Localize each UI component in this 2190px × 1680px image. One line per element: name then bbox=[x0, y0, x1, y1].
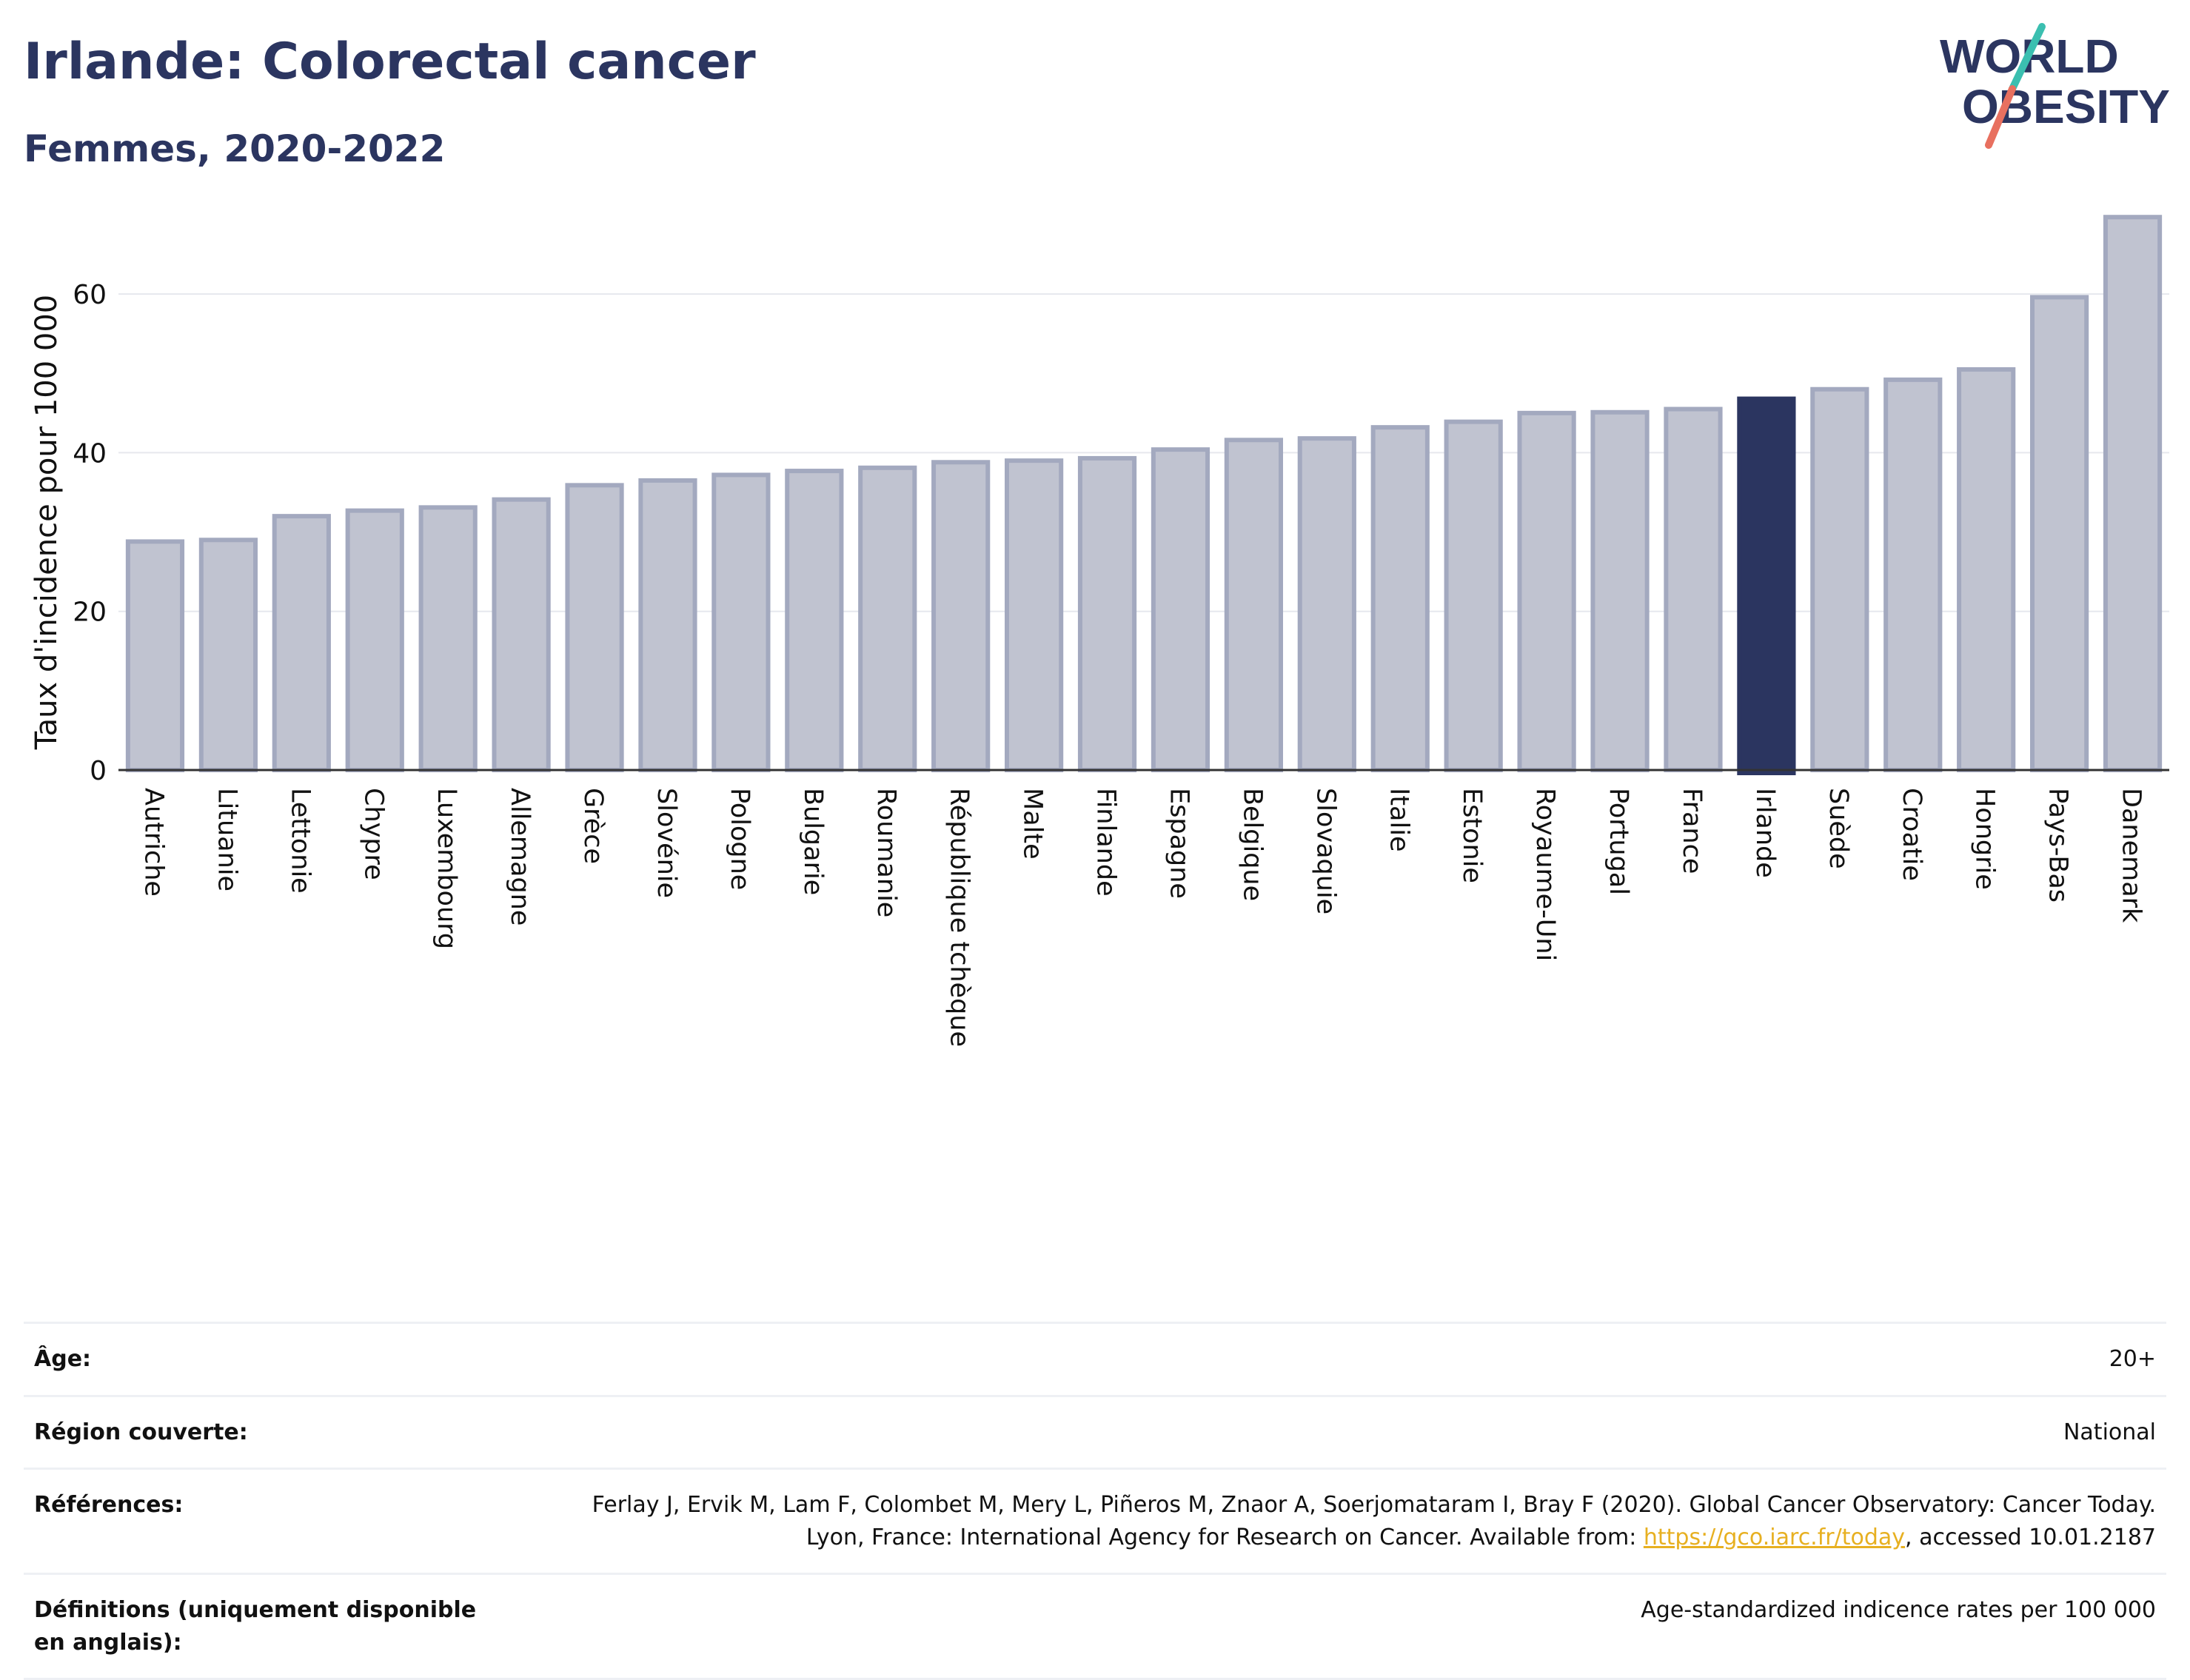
logo-slash-bottom-icon bbox=[1985, 85, 2016, 149]
meta-row-definitions: Définitions (uniquement disponible en an… bbox=[24, 1573, 2166, 1679]
x-tick-label: Danemark bbox=[2117, 788, 2146, 923]
y-tick-label: 60 bbox=[73, 280, 107, 310]
reference-text: Ferlay J, Ervik M, Lam F, Colombet M, Me… bbox=[592, 1492, 2156, 1550]
x-tick-label: Lettonie bbox=[285, 788, 315, 894]
meta-row-region: Région couverte: National bbox=[24, 1396, 2166, 1469]
x-tick-label: Espagne bbox=[1164, 788, 1193, 899]
meta-key: Définitions (uniquement disponible en an… bbox=[34, 1597, 477, 1656]
bar-bulgarie bbox=[785, 469, 844, 772]
meta-value: National bbox=[2063, 1419, 2156, 1445]
reference-accessed: , accessed 10.01.2187 bbox=[1905, 1524, 2156, 1550]
bar-suède bbox=[1810, 386, 1869, 772]
x-tick-label: Roumanie bbox=[871, 788, 901, 917]
bar-hongrie bbox=[1957, 367, 2016, 772]
bar-république-tchèque bbox=[931, 460, 991, 772]
x-tick-label: Autriche bbox=[138, 788, 168, 897]
x-tick-label: Malte bbox=[1018, 788, 1048, 860]
bar-lettonie bbox=[272, 514, 331, 773]
x-tick-label: Royaume-Uni bbox=[1530, 788, 1560, 961]
x-tick-label: Belgique bbox=[1237, 788, 1267, 901]
meta-row-references: Références: Ferlay J, Ervik M, Lam F, Co… bbox=[24, 1468, 2166, 1574]
x-tick-label: Finlande bbox=[1091, 788, 1121, 897]
y-tick-labels: 0 20 40 60 bbox=[73, 280, 107, 786]
bar-pays-bas bbox=[2030, 295, 2089, 772]
x-tick-label: Italie bbox=[1384, 788, 1413, 851]
bar-irlande bbox=[1737, 396, 1796, 775]
bar-roumanie bbox=[858, 465, 917, 772]
bar-estonie bbox=[1444, 419, 1503, 773]
x-tick-label: Irlande bbox=[1750, 788, 1780, 878]
x-tick-label: Hongrie bbox=[1970, 788, 2000, 890]
bar-finlande bbox=[1077, 455, 1137, 773]
x-tick-label: Luxembourg bbox=[432, 788, 461, 949]
bar-belgique bbox=[1224, 438, 1283, 772]
y-tick-label: 20 bbox=[73, 598, 107, 628]
bar-luxembourg bbox=[418, 505, 478, 772]
logo-slash-top-icon bbox=[2009, 23, 2046, 93]
meta-row-age: Âge: 20+ bbox=[24, 1322, 2166, 1396]
meta-value: Age-standardized indicence rates per 100… bbox=[1641, 1597, 2156, 1623]
bar-malte bbox=[1005, 458, 1064, 773]
bar-allemagne bbox=[492, 497, 551, 773]
bar-slovénie bbox=[638, 478, 697, 773]
meta-key: Âge: bbox=[34, 1346, 92, 1372]
meta-value: Ferlay J, Ervik M, Lam F, Colombet M, Me… bbox=[518, 1469, 2166, 1574]
x-tick-label: Lituanie bbox=[212, 788, 241, 891]
metadata-table: Âge: 20+ Région couverte: National Référ… bbox=[24, 1322, 2166, 1680]
x-tick-label: France bbox=[1677, 788, 1707, 874]
bar-pologne bbox=[711, 472, 771, 773]
reference-link[interactable]: https://gco.iarc.fr/today bbox=[1643, 1524, 1906, 1550]
bar-autriche bbox=[125, 539, 185, 773]
x-tick-label: Estonie bbox=[1457, 788, 1487, 883]
chart-title: Irlande: Colorectal cancer bbox=[24, 33, 756, 91]
x-tick-label: Grèce bbox=[578, 788, 608, 864]
y-axis-label: Taux d'incidence pour 100 000 bbox=[30, 295, 64, 750]
x-tick-label: Croatie bbox=[1897, 788, 1926, 881]
bar-croatie bbox=[1883, 377, 1943, 772]
bars bbox=[125, 215, 2163, 775]
x-tick-label: Portugal bbox=[1604, 788, 1633, 895]
bar-portugal bbox=[1590, 409, 1650, 772]
bar-france bbox=[1664, 406, 1723, 772]
meta-value: 20+ bbox=[2109, 1346, 2156, 1372]
x-tick-label: Slovaquie bbox=[1310, 788, 1340, 914]
x-tick-label: Bulgarie bbox=[798, 788, 828, 895]
x-tick-label: Chypre bbox=[358, 788, 388, 880]
x-tick-label: Slovénie bbox=[652, 788, 681, 898]
bar-royaume-uni bbox=[1517, 410, 1576, 772]
x-tick-labels: Autriche Lituanie Lettonie Chypre Luxembourg… bbox=[138, 788, 2146, 1047]
x-tick-label: Pays-Bas bbox=[2043, 788, 2073, 903]
x-tick-label: Allemagne bbox=[505, 788, 535, 926]
world-obesity-logo: WORLD OBESITY bbox=[1940, 23, 2170, 149]
bar-lituanie bbox=[198, 538, 258, 772]
bar-danemark bbox=[2103, 215, 2163, 772]
bar-italie bbox=[1370, 425, 1430, 773]
bar-slovaquie bbox=[1297, 436, 1356, 773]
bar-chart: 0 20 40 60 Autriche Lituanie Lettonie Chypre Lu… bbox=[30, 215, 2169, 1047]
bar-espagne bbox=[1151, 447, 1210, 773]
y-tick-label: 40 bbox=[73, 438, 107, 469]
meta-key: Région couverte: bbox=[34, 1419, 248, 1445]
bar-grèce bbox=[565, 483, 624, 772]
meta-key: Références: bbox=[34, 1492, 184, 1518]
bar-chypre bbox=[345, 508, 404, 773]
x-tick-label: République tchèque bbox=[945, 788, 974, 1047]
chart-subtitle: Femmes, 2020-2022 bbox=[24, 127, 446, 170]
x-tick-label: Pologne bbox=[725, 788, 754, 890]
x-tick-label: Suède bbox=[1824, 788, 1853, 869]
y-tick-label: 0 bbox=[90, 756, 107, 786]
